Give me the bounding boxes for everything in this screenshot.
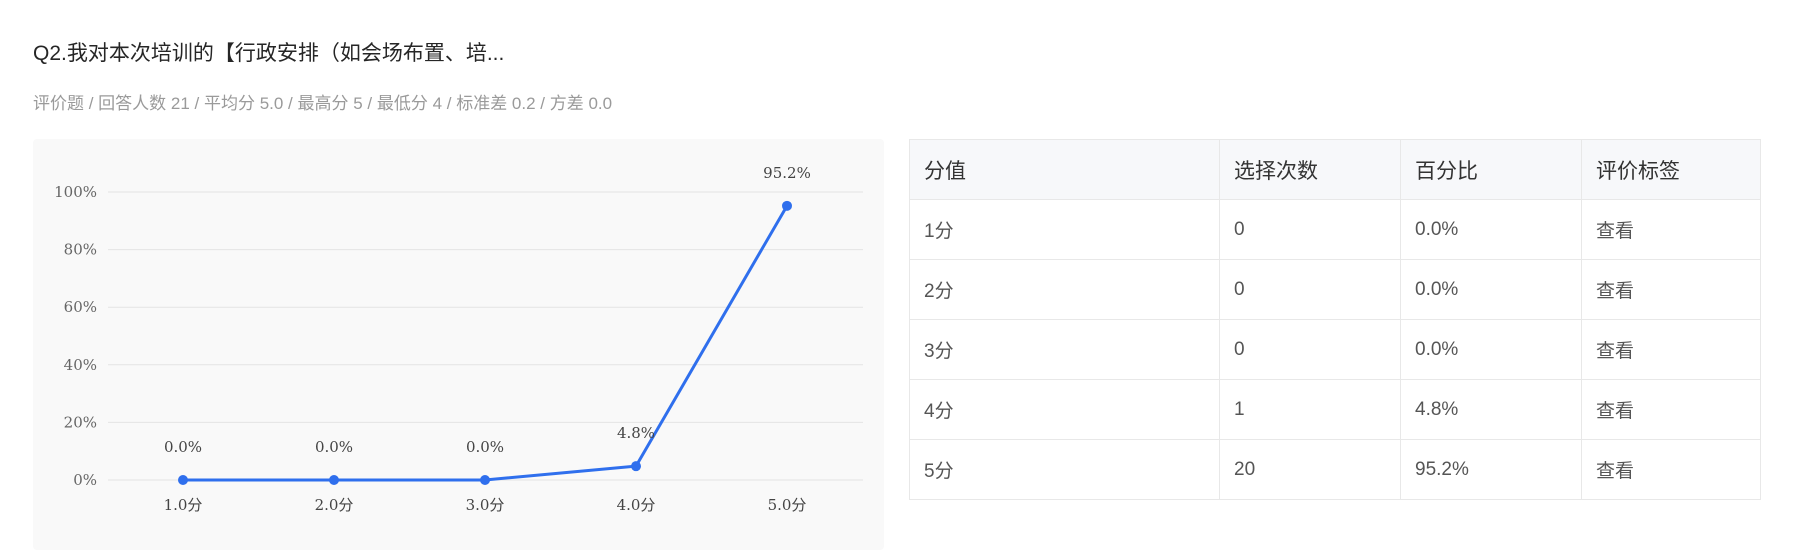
table-row: 2分 0 0.0% 查看 bbox=[909, 259, 1761, 320]
x-tick-label: 1.0分 bbox=[164, 496, 203, 514]
data-label: 0.0% bbox=[164, 438, 202, 456]
x-tick-label: 5.0分 bbox=[768, 496, 807, 514]
cell-score: 4分 bbox=[909, 379, 1220, 440]
data-point bbox=[329, 475, 339, 485]
data-point bbox=[631, 461, 641, 472]
data-label: 0.0% bbox=[315, 438, 353, 456]
x-tick-label: 4.0分 bbox=[617, 496, 656, 514]
view-tags-link[interactable]: 查看 bbox=[1596, 221, 1635, 242]
cell-percent: 0.0% bbox=[1400, 319, 1582, 380]
table-row: 4分 1 4.8% 查看 bbox=[909, 379, 1761, 440]
cell-count: 1 bbox=[1219, 379, 1401, 440]
data-label: 4.8% bbox=[617, 424, 655, 442]
cell-percent: 95.2% bbox=[1400, 439, 1582, 500]
data-point bbox=[178, 475, 188, 485]
line-chart-panel: 0% 20% 40% 60% 80% 100% 1.0分 2.0分 3.0分 4.0分 5.0分 0.… bbox=[33, 139, 884, 550]
line-chart: 0% 20% 40% 60% 80% 100% 1.0分 2.0分 3.0分 4.0分 5.0分 0.… bbox=[54, 164, 863, 514]
header-count: 选择次数 bbox=[1219, 139, 1401, 200]
table-row: 3分 0 0.0% 查看 bbox=[909, 319, 1761, 380]
cell-percent: 4.8% bbox=[1400, 379, 1582, 440]
view-tags-link[interactable]: 查看 bbox=[1596, 461, 1635, 482]
y-tick-label: 20% bbox=[64, 413, 97, 431]
score-table: 分值 选择次数 百分比 评价标签 1分 0 0.0% 查看 2分 0 0.0% … bbox=[909, 139, 1761, 500]
header-score: 分值 bbox=[909, 139, 1220, 200]
table-row: 1分 0 0.0% 查看 bbox=[909, 199, 1761, 260]
y-tick-label: 100% bbox=[54, 183, 97, 201]
question-stats: 评价题 / 回答人数 21 / 平均分 5.0 / 最高分 5 / 最低分 4 … bbox=[33, 94, 613, 113]
cell-score: 2分 bbox=[909, 259, 1220, 320]
x-tick-label: 3.0分 bbox=[466, 496, 505, 514]
view-tags-link[interactable]: 查看 bbox=[1596, 341, 1635, 362]
y-tick-label: 80% bbox=[64, 241, 97, 259]
header-tags: 评价标签 bbox=[1581, 139, 1761, 200]
data-point bbox=[480, 475, 490, 485]
y-tick-label: 0% bbox=[73, 471, 97, 489]
cell-score: 5分 bbox=[909, 439, 1220, 500]
data-point bbox=[782, 200, 792, 211]
x-tick-label: 2.0分 bbox=[315, 496, 354, 514]
table-header-row: 分值 选择次数 百分比 评价标签 bbox=[909, 139, 1761, 200]
y-tick-label: 60% bbox=[64, 298, 97, 316]
cell-percent: 0.0% bbox=[1400, 259, 1582, 320]
header-percent: 百分比 bbox=[1400, 139, 1582, 200]
cell-percent: 0.0% bbox=[1400, 199, 1582, 260]
cell-count: 0 bbox=[1219, 259, 1401, 320]
data-label: 95.2% bbox=[763, 164, 811, 182]
cell-count: 0 bbox=[1219, 199, 1401, 260]
view-tags-link[interactable]: 查看 bbox=[1596, 281, 1635, 302]
y-tick-label: 40% bbox=[64, 356, 97, 374]
table-row: 5分 20 95.2% 查看 bbox=[909, 439, 1761, 500]
cell-count: 0 bbox=[1219, 319, 1401, 380]
cell-score: 3分 bbox=[909, 319, 1220, 380]
question-title: Q2.我对本次培训的【行政安排（如会场布置、培... bbox=[33, 42, 505, 65]
data-label: 0.0% bbox=[466, 438, 504, 456]
cell-score: 1分 bbox=[909, 199, 1220, 260]
cell-count: 20 bbox=[1219, 439, 1401, 500]
view-tags-link[interactable]: 查看 bbox=[1596, 401, 1635, 422]
